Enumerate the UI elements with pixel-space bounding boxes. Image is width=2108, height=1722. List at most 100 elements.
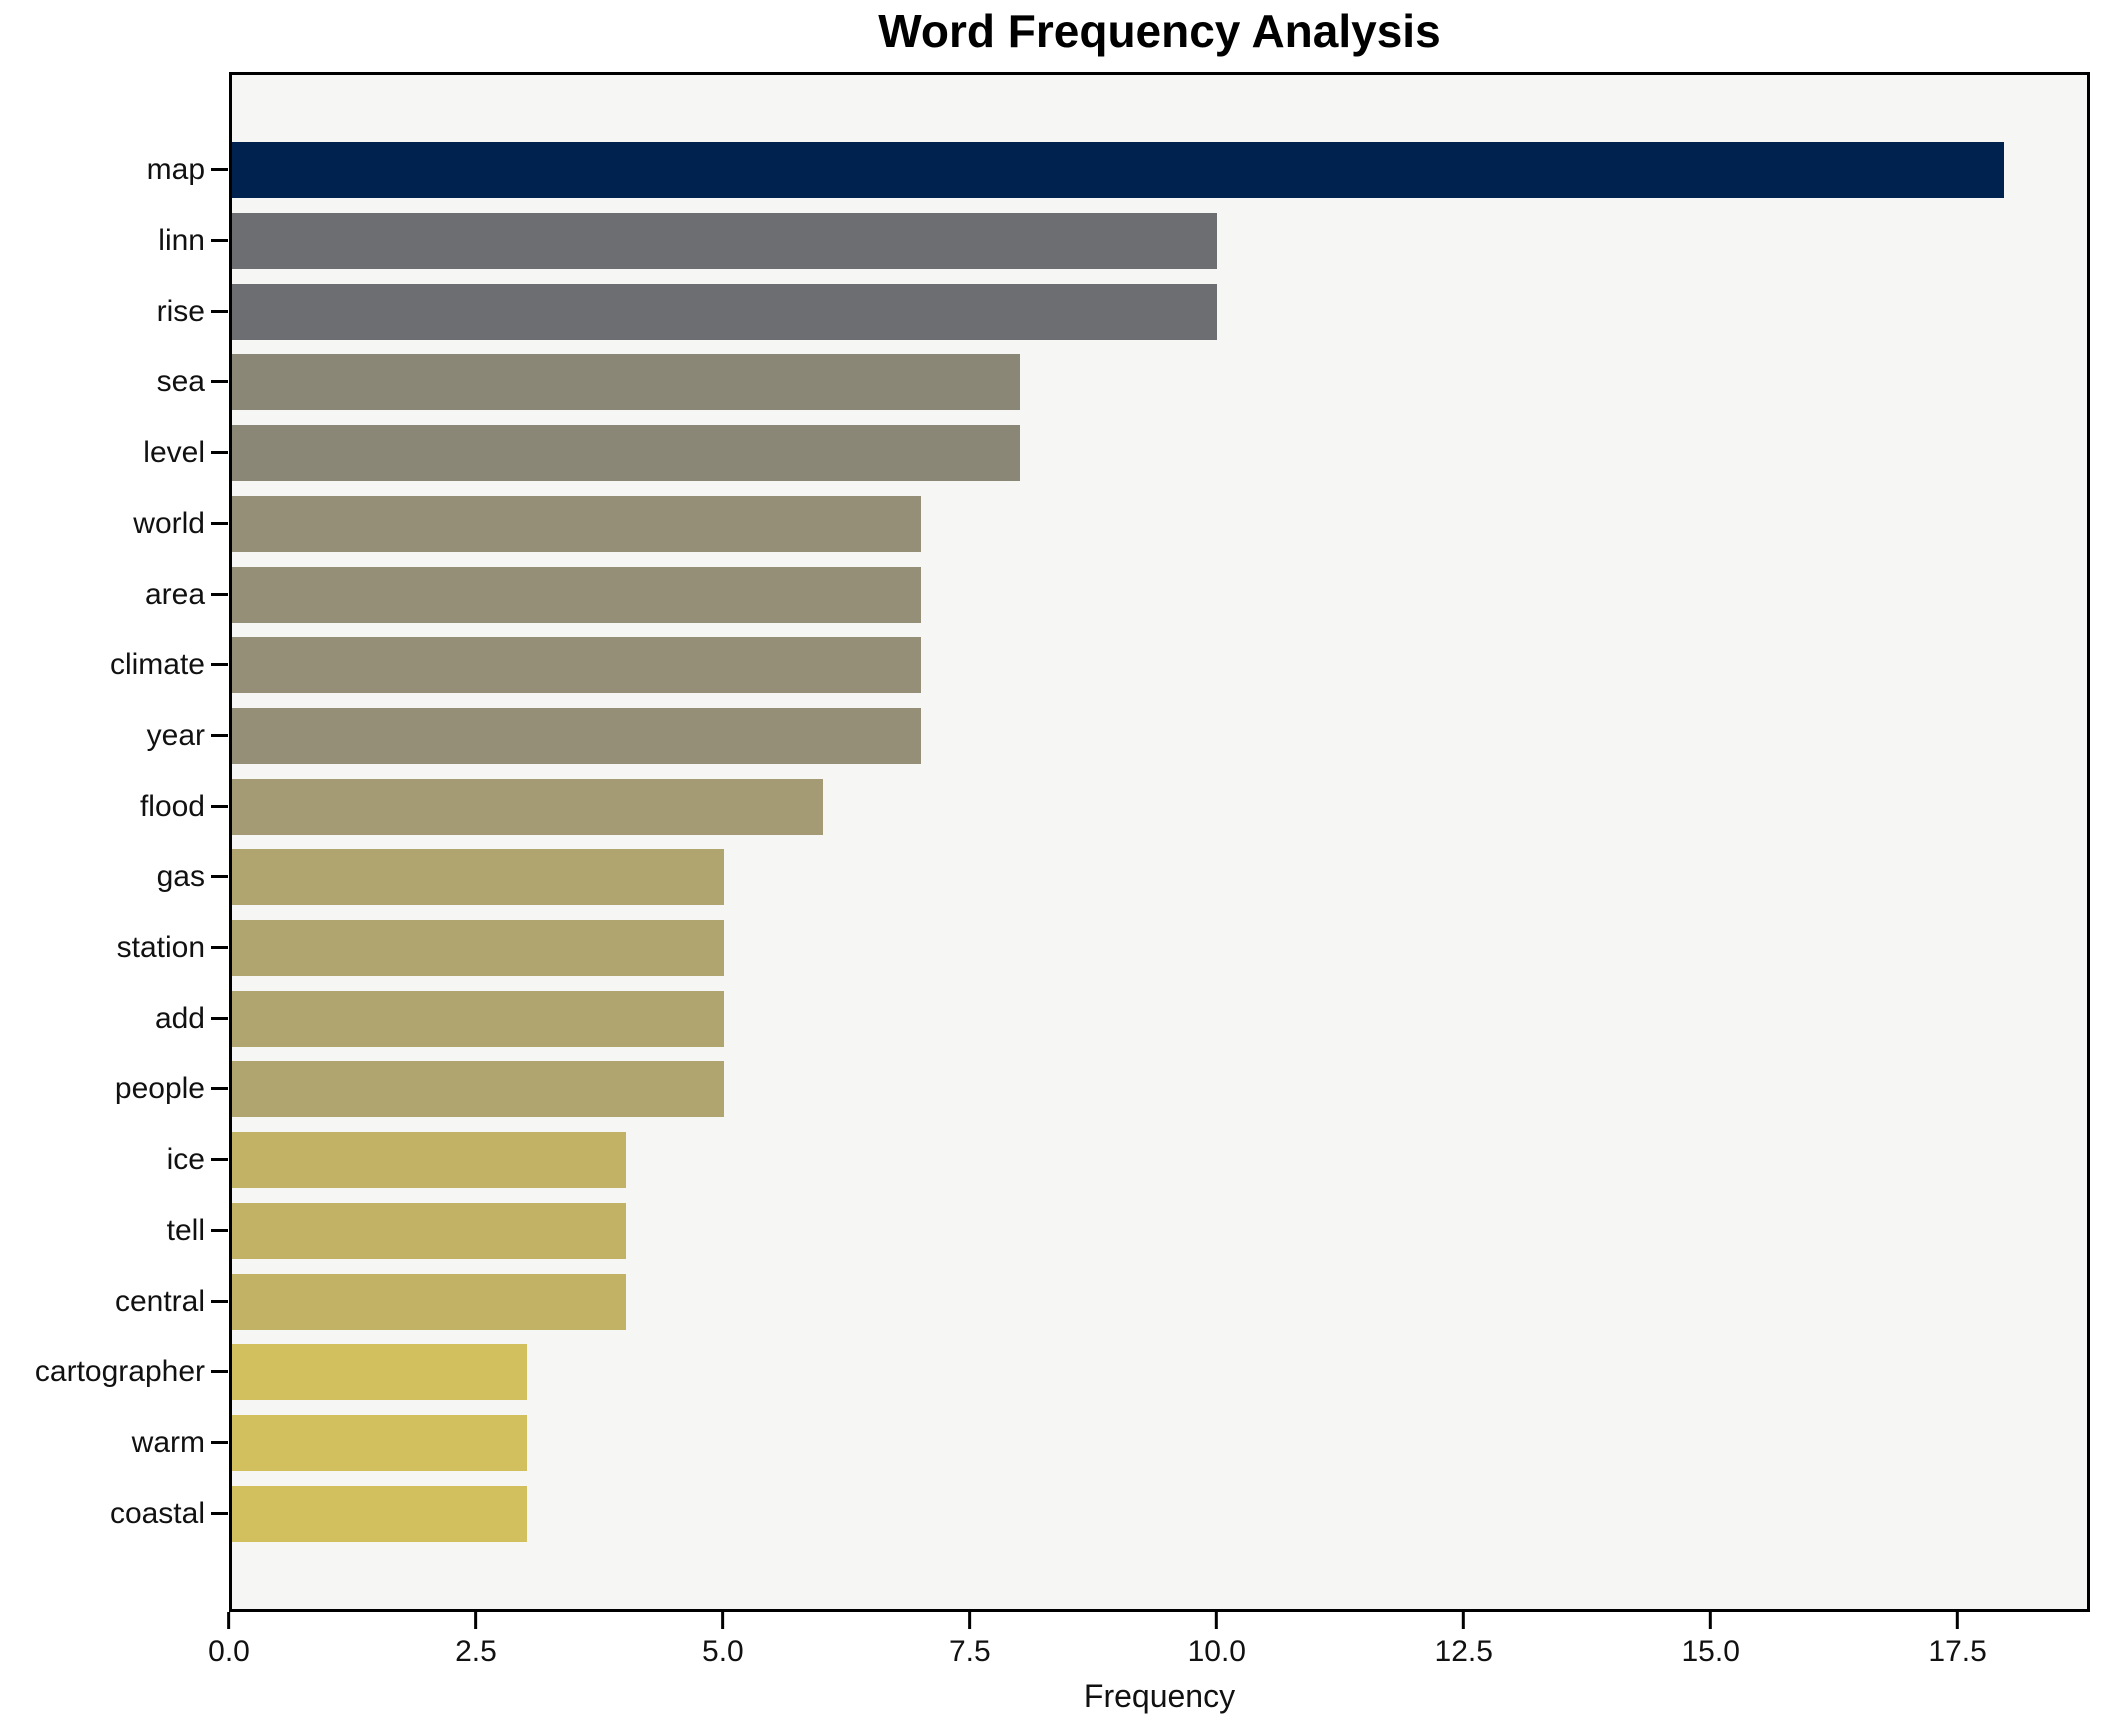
bar-warm bbox=[232, 1415, 528, 1471]
y-tick-mark bbox=[211, 168, 228, 172]
bar-year bbox=[232, 707, 922, 764]
bar-row: sea bbox=[157, 347, 2087, 418]
x-tick-mark bbox=[1462, 1612, 1466, 1629]
bar-station bbox=[232, 920, 725, 977]
x-tick-mark bbox=[227, 1612, 231, 1629]
y-tick-label: world bbox=[133, 506, 205, 540]
x-tick: 17.5 bbox=[1928, 1612, 1987, 1668]
chart-title: Word Frequency Analysis bbox=[878, 5, 1441, 57]
plot-area: map linn rise sea level world area climate year f… bbox=[35, 72, 2090, 1612]
y-tick-mark bbox=[211, 380, 228, 384]
y-tick-mark bbox=[211, 733, 228, 737]
bar-add bbox=[232, 990, 725, 1047]
y-tick-label: warm bbox=[131, 1426, 205, 1459]
bar-coastal bbox=[232, 1485, 528, 1542]
y-tick-label: rise bbox=[156, 294, 205, 328]
y-tick-mark bbox=[211, 804, 228, 808]
bar-row: warm bbox=[132, 1408, 2087, 1479]
y-tick-label: climate bbox=[109, 648, 205, 682]
bar-linn bbox=[232, 213, 1217, 270]
bars-container: map linn rise sea level world area climate year f… bbox=[35, 75, 2087, 1609]
y-tick-mark bbox=[211, 1228, 228, 1232]
bar-row: level bbox=[143, 418, 2087, 489]
bar-row: coastal bbox=[110, 1478, 2087, 1549]
y-tick-label: central bbox=[114, 1284, 205, 1318]
bar-flood bbox=[232, 778, 823, 835]
bar-gas bbox=[232, 849, 725, 906]
y-tick-label: year bbox=[146, 718, 205, 752]
y-tick-label: map bbox=[146, 153, 205, 187]
bar-row: tell bbox=[167, 1196, 2087, 1267]
x-tick-label: 12.5 bbox=[1434, 1635, 1493, 1668]
bar-level bbox=[232, 425, 1020, 482]
x-tick-label: 17.5 bbox=[1928, 1635, 1987, 1668]
bar-map bbox=[232, 142, 2005, 199]
y-tick-label: sea bbox=[156, 365, 205, 399]
x-tick-mark bbox=[1956, 1612, 1960, 1629]
y-tick-label: flood bbox=[139, 789, 205, 823]
bar-row: central bbox=[115, 1266, 2087, 1337]
y-tick-mark bbox=[211, 451, 228, 455]
x-tick-label: 5.0 bbox=[702, 1635, 744, 1668]
bar-world bbox=[232, 495, 922, 552]
bar-ice bbox=[232, 1132, 626, 1189]
y-tick-label: ice bbox=[166, 1143, 205, 1177]
x-tick-mark bbox=[474, 1612, 478, 1629]
x-tick-label: 7.5 bbox=[948, 1635, 991, 1668]
y-tick-mark bbox=[211, 1441, 228, 1444]
bar-row: add bbox=[155, 983, 2087, 1054]
x-tick-mark bbox=[968, 1612, 972, 1629]
x-tick: 10.0 bbox=[1188, 1612, 1246, 1667]
x-tick: 7.5 bbox=[949, 1612, 991, 1667]
bar-sea bbox=[232, 354, 1020, 411]
bar-row: year bbox=[147, 701, 2087, 772]
x-tick-label: 2.5 bbox=[455, 1635, 497, 1668]
bar-row: station bbox=[117, 913, 2087, 984]
y-tick-label: area bbox=[144, 577, 205, 611]
x-tick-label: 15.0 bbox=[1681, 1635, 1740, 1668]
bar-row: map bbox=[147, 135, 2087, 206]
x-tick: 2.5 bbox=[455, 1612, 497, 1667]
y-tick-mark bbox=[211, 663, 228, 667]
x-tick-mark bbox=[721, 1612, 725, 1629]
y-tick-label: add bbox=[154, 1001, 205, 1035]
bar-row: gas bbox=[157, 842, 2087, 913]
y-tick-mark bbox=[211, 1087, 228, 1091]
bar-people bbox=[232, 1061, 725, 1118]
y-tick-label: station bbox=[116, 931, 205, 965]
bar-rise bbox=[232, 283, 1217, 340]
x-axis-title: Frequency bbox=[1083, 1678, 1236, 1714]
y-tick-mark bbox=[211, 309, 228, 313]
x-tick-mark bbox=[1215, 1612, 1219, 1629]
y-tick-mark bbox=[211, 521, 228, 525]
bar-row: flood bbox=[140, 771, 2087, 842]
x-tick: 5.0 bbox=[702, 1612, 744, 1667]
bar-row: linn bbox=[158, 206, 2087, 277]
x-tick: 15.0 bbox=[1681, 1612, 1740, 1668]
bar-area bbox=[232, 566, 922, 623]
y-tick-mark bbox=[211, 946, 228, 950]
bar-climate bbox=[232, 637, 922, 694]
x-tick: 0.0 bbox=[208, 1612, 250, 1667]
bar-row: ice bbox=[167, 1125, 2087, 1196]
y-tick-label: gas bbox=[156, 860, 205, 894]
y-tick-mark bbox=[211, 875, 228, 879]
y-tick-label: linn bbox=[158, 224, 205, 258]
y-tick-mark bbox=[211, 1511, 228, 1515]
y-tick-mark bbox=[211, 1016, 228, 1020]
bar-row: area bbox=[145, 559, 2087, 630]
y-tick-mark bbox=[211, 592, 228, 596]
bar-row: rise bbox=[157, 276, 2087, 347]
x-tick: 12.5 bbox=[1435, 1612, 1493, 1667]
bar-cartographer bbox=[232, 1344, 528, 1401]
y-tick-mark bbox=[211, 1370, 228, 1374]
y-tick-mark bbox=[211, 1158, 228, 1162]
x-tick-label: 10.0 bbox=[1187, 1635, 1246, 1668]
y-tick-label: tell bbox=[166, 1213, 205, 1247]
y-tick-label: people bbox=[114, 1072, 205, 1106]
y-tick-mark bbox=[211, 1299, 228, 1303]
x-tick-mark bbox=[1709, 1612, 1713, 1629]
bar-row: cartographer bbox=[35, 1337, 2087, 1408]
y-tick-label: level bbox=[143, 436, 205, 470]
